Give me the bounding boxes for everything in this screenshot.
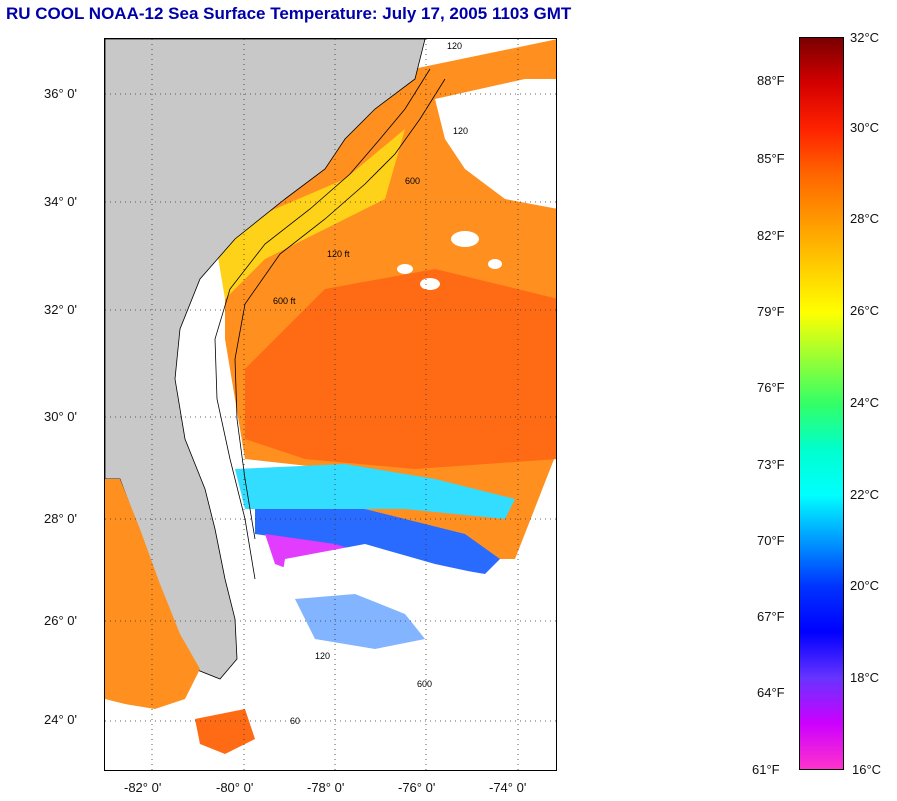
cloud-dot bbox=[420, 278, 440, 290]
cool-band bbox=[235, 464, 515, 519]
cloud-dot bbox=[488, 259, 502, 269]
cloud-south bbox=[245, 544, 525, 770]
celsius-label: 24°C bbox=[850, 395, 880, 410]
celsius-label: 22°C bbox=[850, 487, 880, 502]
contour-120 bbox=[214, 68, 431, 580]
fahrenheit-label: 61°F bbox=[752, 762, 780, 777]
lat-label: 26° 0' bbox=[44, 613, 77, 628]
contour-label: 120 bbox=[453, 126, 468, 136]
lon-label: -76° 0' bbox=[398, 780, 436, 795]
lat-label: 24° 0' bbox=[44, 712, 77, 727]
fahrenheit-label: 88°F bbox=[757, 73, 785, 88]
lat-label: 34° 0' bbox=[44, 194, 77, 209]
fahrenheit-label: 76°F bbox=[757, 380, 785, 395]
graticule bbox=[105, 39, 556, 770]
ocean-hot bbox=[245, 269, 556, 469]
contour-label: 600 bbox=[405, 176, 420, 186]
celsius-label: 32°C bbox=[850, 30, 880, 45]
fahrenheit-label: 64°F bbox=[757, 685, 785, 700]
temperature-colorbar bbox=[799, 37, 844, 770]
fahrenheit-label: 82°F bbox=[757, 228, 785, 243]
fahrenheit-label: 73°F bbox=[757, 457, 785, 472]
lon-label: -80° 0' bbox=[216, 780, 254, 795]
contour-label: 120 bbox=[315, 651, 330, 661]
celsius-label: 30°C bbox=[850, 120, 880, 135]
lat-label: 28° 0' bbox=[44, 511, 77, 526]
cloud-ne bbox=[435, 79, 556, 209]
map-canvas: 120 120 600 120 ft 600 ft 120 600 60 bbox=[105, 39, 556, 770]
lon-label: -82° 0' bbox=[124, 780, 162, 795]
cloud-south-tint bbox=[295, 594, 425, 649]
contour-label: 120 ft bbox=[327, 249, 350, 259]
cool-band-blue bbox=[255, 509, 500, 574]
celsius-label: 28°C bbox=[850, 211, 880, 226]
florida-keys-warm bbox=[195, 709, 255, 754]
fahrenheit-label: 85°F bbox=[757, 151, 785, 166]
contour-label: 600 bbox=[417, 679, 432, 689]
lon-label: -78° 0' bbox=[307, 780, 345, 795]
lon-label: -74° 0' bbox=[489, 780, 527, 795]
celsius-label: 16°C bbox=[852, 762, 882, 777]
ocean-yellow bbox=[215, 129, 405, 299]
contour-label: 60 bbox=[290, 716, 300, 726]
lat-label: 30° 0' bbox=[44, 409, 77, 424]
fahrenheit-label: 79°F bbox=[757, 304, 785, 319]
contour-labels: 120 120 600 120 ft 600 ft 120 600 60 bbox=[273, 41, 468, 726]
lat-label: 32° 0' bbox=[44, 302, 77, 317]
celsius-label: 26°C bbox=[850, 303, 880, 318]
lat-label: 36° 0' bbox=[44, 86, 77, 101]
cloud-dot bbox=[397, 264, 413, 274]
contour-600 bbox=[234, 78, 446, 540]
contour-label: 120 bbox=[447, 41, 462, 51]
celsius-label: 18°C bbox=[850, 670, 880, 685]
fahrenheit-label: 70°F bbox=[757, 533, 785, 548]
celsius-label: 20°C bbox=[850, 578, 880, 593]
gulf-warm bbox=[105, 479, 200, 709]
contour-label: 600 ft bbox=[273, 296, 296, 306]
sst-map: 120 120 600 120 ft 600 ft 120 600 60 bbox=[104, 38, 557, 771]
cloud-dot bbox=[451, 231, 479, 247]
fahrenheit-label: 67°F bbox=[757, 609, 785, 624]
page-title: RU COOL NOAA-12 Sea Surface Temperature:… bbox=[6, 4, 572, 23]
